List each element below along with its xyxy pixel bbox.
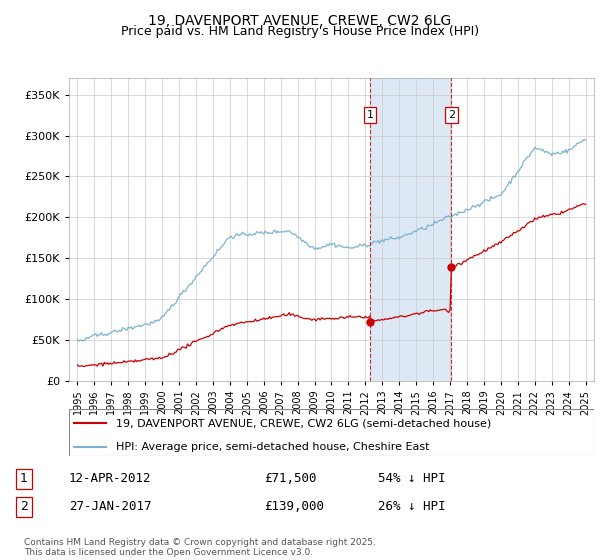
- Text: 2: 2: [20, 500, 28, 514]
- Text: 2: 2: [448, 110, 455, 120]
- Text: Contains HM Land Registry data © Crown copyright and database right 2025.
This d: Contains HM Land Registry data © Crown c…: [24, 538, 376, 557]
- Text: 19, DAVENPORT AVENUE, CREWE, CW2 6LG (semi-detached house): 19, DAVENPORT AVENUE, CREWE, CW2 6LG (se…: [116, 418, 491, 428]
- Text: 26% ↓ HPI: 26% ↓ HPI: [378, 500, 445, 514]
- Text: 27-JAN-2017: 27-JAN-2017: [69, 500, 151, 514]
- Text: 19, DAVENPORT AVENUE, CREWE, CW2 6LG: 19, DAVENPORT AVENUE, CREWE, CW2 6LG: [148, 14, 452, 28]
- Text: 54% ↓ HPI: 54% ↓ HPI: [378, 472, 445, 486]
- Text: 1: 1: [20, 472, 28, 486]
- Text: £139,000: £139,000: [264, 500, 324, 514]
- Text: HPI: Average price, semi-detached house, Cheshire East: HPI: Average price, semi-detached house,…: [116, 442, 430, 452]
- Text: 1: 1: [367, 110, 374, 120]
- Text: 12-APR-2012: 12-APR-2012: [69, 472, 151, 486]
- Bar: [370, 78, 451, 381]
- Text: £71,500: £71,500: [264, 472, 317, 486]
- Text: Price paid vs. HM Land Registry's House Price Index (HPI): Price paid vs. HM Land Registry's House …: [121, 25, 479, 38]
